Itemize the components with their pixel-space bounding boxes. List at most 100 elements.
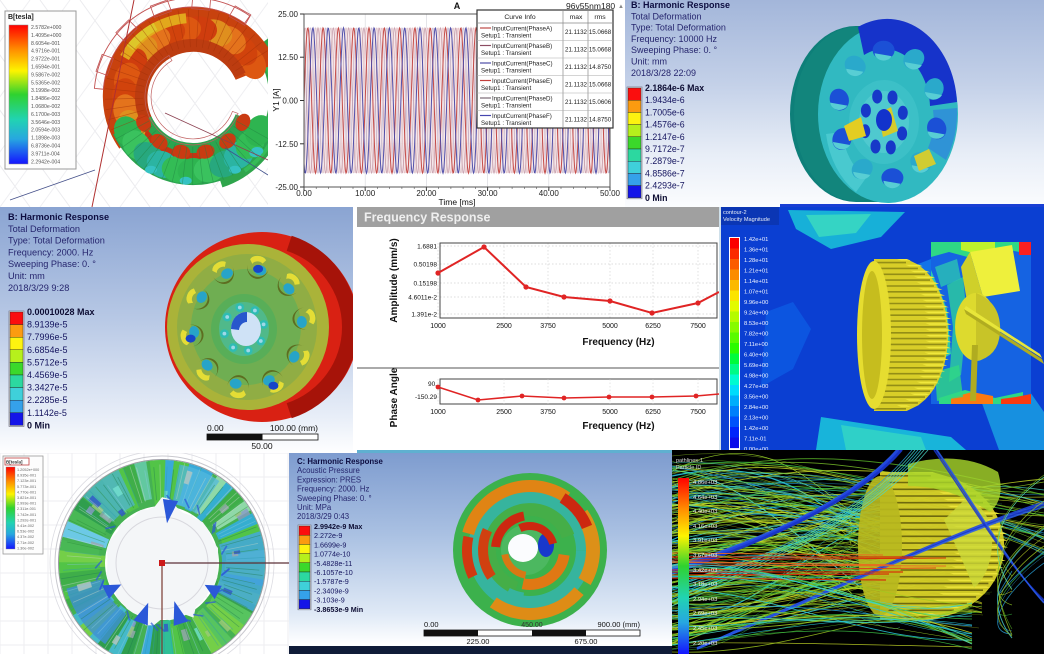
svg-text:7500: 7500 [690,323,706,330]
svg-text:A: A [454,1,461,11]
svg-text:1.7005e-6: 1.7005e-6 [645,107,685,117]
svg-text:Frequency: 2000. Hz: Frequency: 2000. Hz [8,247,94,257]
svg-text:Y1 [A]: Y1 [A] [271,88,281,111]
svg-text:2.84e+00: 2.84e+00 [744,405,768,411]
svg-text:Setup1 : Transient: Setup1 : Transient [481,68,531,75]
svg-text:15.0668: 15.0668 [589,82,612,89]
svg-text:0 Min: 0 Min [645,193,667,203]
svg-text:-3.8653e-9 Min: -3.8653e-9 Min [314,605,363,614]
svg-text:0.00: 0.00 [282,97,298,106]
svg-text:Setup1 : Transient: Setup1 : Transient [481,50,531,57]
svg-text:1.0680e-002: 1.0680e-002 [31,104,60,110]
svg-text:3750: 3750 [540,409,556,416]
svg-text:Phase Angle: Phase Angle [389,367,400,427]
svg-text:Type: Total Deformation: Type: Total Deformation [631,23,726,33]
svg-text:21.1132: 21.1132 [565,29,587,36]
svg-text:2.9722e-001: 2.9722e-001 [31,57,60,63]
svg-text:21.1132: 21.1132 [565,99,587,106]
svg-text:1.30e-002: 1.30e-002 [17,546,34,550]
svg-text:Frequency: 2000. Hz: Frequency: 2000. Hz [297,485,369,494]
svg-text:2.4293e-7: 2.4293e-7 [645,181,685,191]
svg-text:7.2879e-7: 7.2879e-7 [645,156,685,166]
svg-text:-5.4828e-11: -5.4828e-11 [314,559,352,568]
svg-text:5.5365e-002: 5.5365e-002 [31,80,60,86]
svg-text:12.50: 12.50 [278,53,299,62]
svg-text:2.13e+00: 2.13e+00 [744,416,768,422]
svg-text:InputCurrent(PhaseF): InputCurrent(PhaseF) [492,113,552,120]
svg-text:B: Harmonic Response: B: Harmonic Response [631,0,730,10]
svg-text:1.4576e-6: 1.4576e-6 [645,120,685,130]
svg-text:Time [ms]: Time [ms] [439,197,476,207]
svg-text:Type: Total Deformation: Type: Total Deformation [8,236,105,246]
svg-text:▲: ▲ [618,4,624,10]
svg-text:3.5646e-003: 3.5646e-003 [31,120,60,126]
svg-text:21.1132: 21.1132 [565,64,587,71]
svg-text:Sweeping Phase: 0. °: Sweeping Phase: 0. ° [8,259,96,269]
svg-text:Frequency (Hz): Frequency (Hz) [582,421,654,432]
svg-text:1.1898e-003: 1.1898e-003 [31,136,60,142]
svg-text:6.8736e-004: 6.8736e-004 [31,144,60,150]
svg-text:2.993e-001: 2.993e-001 [17,502,36,506]
svg-text:14.8750: 14.8750 [589,64,612,71]
svg-text:2.9942e-9 Max: 2.9942e-9 Max [314,522,362,531]
svg-text:Unit: mm: Unit: mm [631,57,667,67]
svg-text:6250: 6250 [645,323,661,330]
svg-text:Setup1 : Transient: Setup1 : Transient [481,103,531,110]
svg-text:8.53e+00: 8.53e+00 [744,321,768,327]
svg-text:1.0774e-10: 1.0774e-10 [314,550,350,559]
svg-text:B[tesla]: B[tesla] [6,460,23,465]
svg-text:0.00e+00: 0.00e+00 [744,447,768,450]
svg-text:4.8586e-7: 4.8586e-7 [645,168,685,178]
svg-text:9.24e+00: 9.24e+00 [744,311,768,317]
svg-text:8.935e-001: 8.935e-001 [17,474,36,478]
svg-text:1.2052e+000: 1.2052e+000 [17,468,39,472]
svg-text:5000: 5000 [602,409,618,416]
svg-text:Expression: PRES: Expression: PRES [297,475,361,484]
svg-text:15.0668: 15.0668 [589,29,612,36]
svg-text:1.391e-2: 1.391e-2 [411,312,437,319]
svg-text:2.2285e-5: 2.2285e-5 [27,395,68,405]
svg-text:50.00: 50.00 [600,189,621,198]
svg-text:3.3427e-5: 3.3427e-5 [27,383,68,393]
svg-text:21.1132: 21.1132 [565,47,587,54]
svg-text:-2.3409e-9: -2.3409e-9 [314,586,349,595]
svg-text:1.8486e-002: 1.8486e-002 [31,96,60,102]
svg-text:1.42e+01: 1.42e+01 [744,237,768,243]
svg-text:3.42e+03: 3.42e+03 [693,568,717,574]
svg-text:-1.5787e-9: -1.5787e-9 [314,577,349,586]
svg-text:1.9434e-6: 1.9434e-6 [645,95,685,105]
svg-text:1.28e+01: 1.28e+01 [744,258,768,264]
svg-text:15.0668: 15.0668 [589,47,612,54]
svg-text:2018/3/28 22:09: 2018/3/28 22:09 [631,68,696,78]
svg-text:1000: 1000 [430,409,446,416]
svg-text:1.42e+00: 1.42e+00 [744,426,768,432]
svg-text:0.00: 0.00 [424,620,439,629]
svg-text:30.00: 30.00 [478,189,499,198]
svg-text:7.11e+00: 7.11e+00 [744,342,768,348]
svg-text:4.98e+00: 4.98e+00 [744,374,768,380]
svg-text:1.21e+01: 1.21e+01 [744,269,768,275]
svg-text:Particle ID: Particle ID [676,465,701,471]
svg-text:6.6854e-5: 6.6854e-5 [27,345,68,355]
svg-text:0 Min: 0 Min [27,420,50,430]
svg-text:Frequency Response: Frequency Response [364,211,490,225]
svg-text:3.91e+03: 3.91e+03 [693,538,717,544]
svg-text:3750: 3750 [540,323,556,330]
svg-text:0.00010028 Max: 0.00010028 Max [27,307,95,317]
svg-text:max: max [570,14,583,21]
svg-text:2.5782e+000: 2.5782e+000 [31,25,62,31]
svg-text:B[tesla]: B[tesla] [8,14,34,21]
svg-text:2.69e+03: 2.69e+03 [693,611,717,617]
svg-text:9.5867e-002: 9.5867e-002 [31,72,60,78]
svg-text:C: Harmonic Response: C: Harmonic Response [297,457,383,466]
svg-text:2.2942e-004: 2.2942e-004 [31,159,60,165]
svg-text:2500: 2500 [496,323,512,330]
svg-text:6.53e-002: 6.53e-002 [17,530,34,534]
svg-text:Curve Info: Curve Info [504,14,536,21]
svg-text:-6.1057e-10: -6.1057e-10 [314,568,353,577]
svg-text:InputCurrent(PhaseE): InputCurrent(PhaseE) [492,78,552,85]
svg-text:100.00 (mm): 100.00 (mm) [270,423,318,433]
svg-text:Total Deformation: Total Deformation [8,224,80,234]
svg-text:-150.29: -150.29 [415,394,437,401]
svg-text:1.4095e+000: 1.4095e+000 [31,33,62,39]
